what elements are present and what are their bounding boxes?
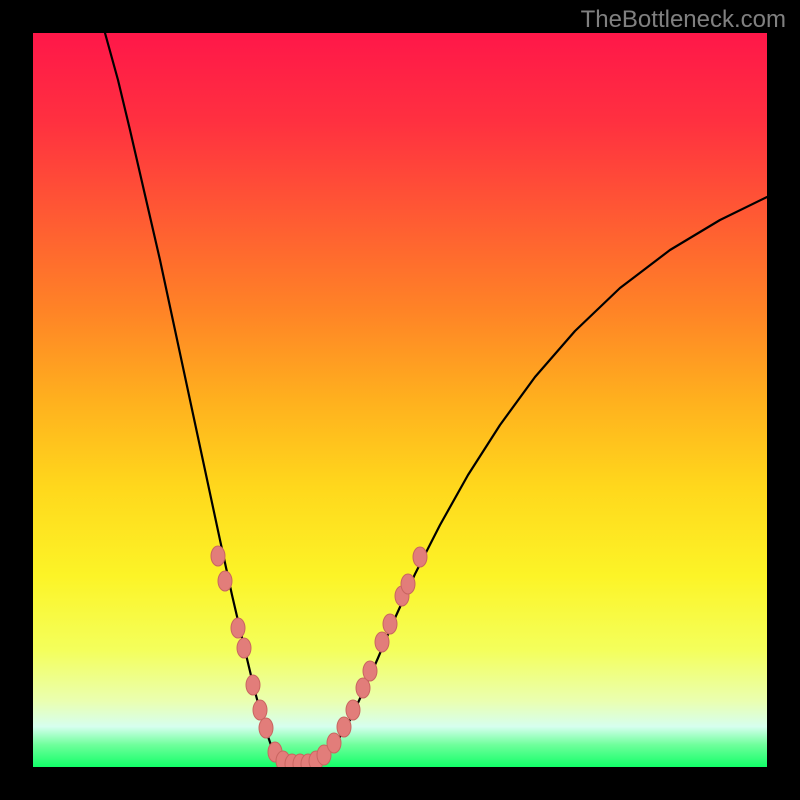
bottleneck-chart — [0, 0, 800, 800]
watermark-text: TheBottleneck.com — [581, 6, 786, 34]
chart-container: TheBottleneck.com — [0, 0, 800, 800]
